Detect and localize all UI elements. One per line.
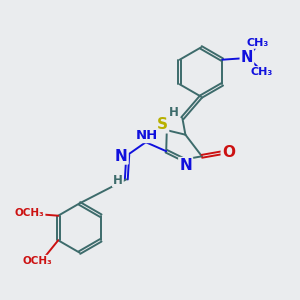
Text: NH: NH xyxy=(135,129,158,142)
Text: OCH₃: OCH₃ xyxy=(22,256,52,266)
Text: N: N xyxy=(179,158,192,173)
Text: CH₃: CH₃ xyxy=(247,38,269,48)
Text: CH₃: CH₃ xyxy=(250,67,273,77)
Text: N: N xyxy=(115,148,128,164)
Text: H: H xyxy=(113,173,123,187)
Text: OCH₃: OCH₃ xyxy=(15,208,45,218)
Text: O: O xyxy=(222,145,235,160)
Text: S: S xyxy=(157,117,168,132)
Text: N: N xyxy=(241,50,253,65)
Text: H: H xyxy=(169,106,179,119)
